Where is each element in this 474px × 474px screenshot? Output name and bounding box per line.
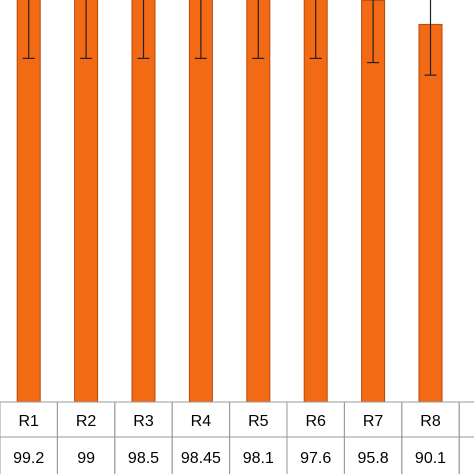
tick-label-R5: R5 — [248, 413, 269, 430]
tick-label-R2: R2 — [76, 413, 97, 430]
tick-label-R8: R8 — [420, 413, 441, 430]
bar-R8 — [418, 23, 443, 403]
tick-label-R3: R3 — [133, 413, 154, 430]
data-label-R1: 99.2 — [13, 450, 44, 467]
tick-label-R4: R4 — [191, 413, 212, 430]
tick-label-R7: R7 — [363, 413, 384, 430]
tick-label-R6: R6 — [305, 413, 326, 430]
bar-R2 — [74, 0, 99, 403]
bar-R1 — [16, 0, 41, 403]
bars-layer — [16, 0, 443, 403]
data-label-R3: 98.5 — [128, 450, 159, 467]
bar-R3 — [131, 0, 156, 403]
data-label-R2: 99 — [77, 450, 95, 467]
bar-R6 — [303, 0, 328, 403]
tick-label-R1: R1 — [18, 413, 39, 430]
data-label-R7: 95.8 — [358, 450, 389, 467]
data-label-R8: 90.1 — [415, 450, 446, 467]
table-cell-category — [458, 401, 474, 438]
bar-R5 — [246, 0, 271, 403]
table-cell-value — [458, 436, 474, 474]
data-label-R5: 98.1 — [243, 450, 274, 467]
data-label-R4: 98.45 — [181, 450, 221, 467]
data-label-R6: 97.6 — [300, 450, 331, 467]
bar-R4 — [188, 0, 213, 403]
error-bars-layer — [22, 0, 437, 76]
data-table: R1 99.2 R2 99 R3 98.5 R4 98.45 R5 98.1 R6 97.6 R7 95.… — [0, 401, 474, 474]
